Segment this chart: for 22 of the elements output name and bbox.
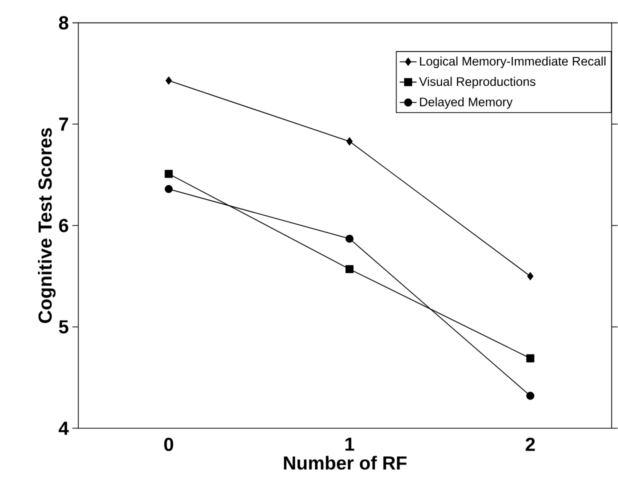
point: [526, 392, 534, 400]
point: [346, 137, 353, 146]
y-tick-label: 6: [59, 218, 68, 232]
point: [164, 170, 173, 178]
x-tick-label: 1: [345, 438, 354, 451]
point: [526, 354, 534, 362]
point: [527, 272, 534, 280]
legend-label: Visual Reproductions: [419, 76, 536, 89]
y-tick-label: 4: [58, 422, 69, 435]
legend-label: Logical Memory-Immediate Recall: [420, 56, 606, 68]
x-axis-title: Number of RF: [284, 456, 407, 470]
point: [345, 265, 354, 274]
y-axis-title: Cognitive Test Scores: [38, 128, 56, 324]
legend-label: Delayed Memory: [420, 97, 513, 109]
point: [166, 76, 172, 85]
x-tick-label: 0: [164, 438, 174, 452]
x-tick-label: 2: [526, 438, 535, 451]
point: [345, 234, 354, 243]
y-tick-label: 8: [59, 16, 68, 30]
point: [164, 185, 173, 194]
y-tick-label: 7: [59, 118, 68, 131]
y-tick-label: 5: [58, 320, 68, 334]
